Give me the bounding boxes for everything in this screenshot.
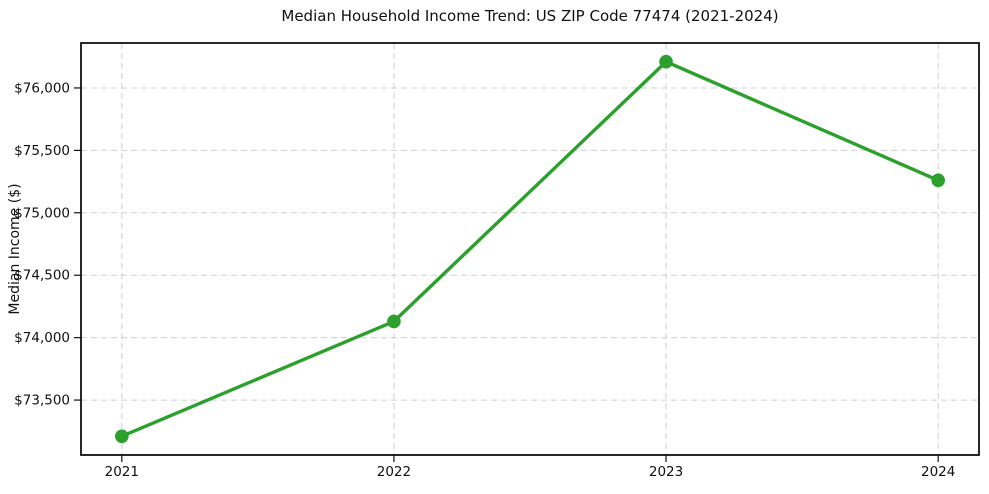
data-point-marker — [931, 173, 945, 188]
data-point-marker — [387, 314, 401, 329]
x-tick-label: 2021 — [105, 464, 139, 480]
data-point-marker — [659, 54, 673, 69]
y-tick-label: $74,000 — [14, 330, 70, 346]
y-tick-label: $75,500 — [14, 143, 70, 159]
y-tick-label: $76,000 — [14, 80, 70, 96]
x-tick-label: 2022 — [377, 464, 411, 480]
x-tick-label: 2023 — [649, 464, 683, 480]
y-tick-label: $73,500 — [14, 393, 70, 409]
y-axis-label: Median Income ($) — [7, 183, 23, 315]
x-tick-label: 2024 — [921, 464, 955, 480]
chart-title: Median Household Income Trend: US ZIP Co… — [281, 7, 779, 25]
data-point-marker — [115, 429, 129, 444]
data-line — [120, 60, 940, 438]
plot-frame — [80, 42, 980, 456]
y-tick-label: $75,000 — [14, 205, 70, 221]
y-tick-label: $74,500 — [14, 268, 70, 284]
